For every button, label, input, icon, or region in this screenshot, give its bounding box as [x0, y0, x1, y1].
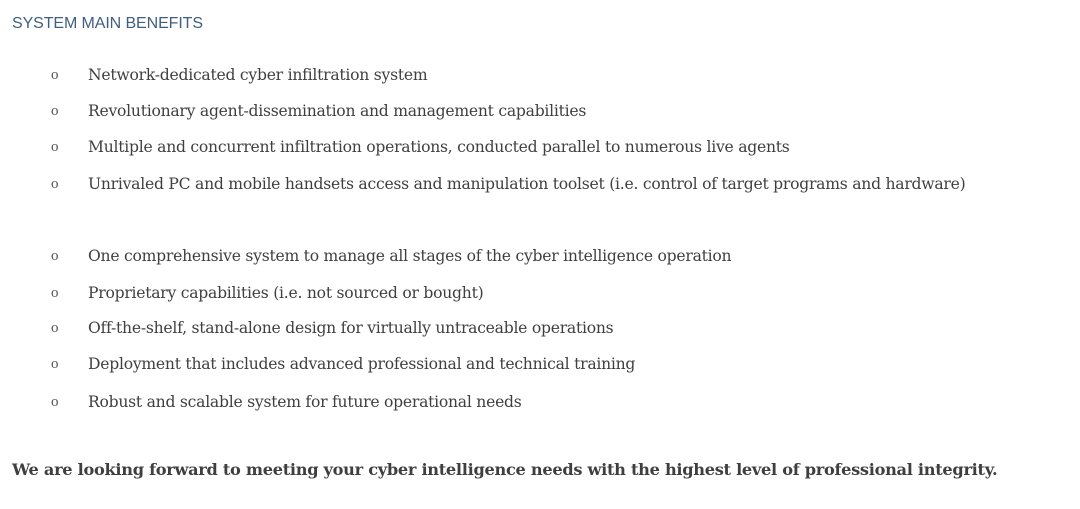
list-item-text: Off-the-shelf, stand-alone design for vi… — [88, 319, 614, 337]
list-item-text: One comprehensive system to manage all s… — [88, 247, 732, 265]
bullet-icon: o — [51, 139, 59, 155]
bullet-icon: o — [51, 103, 59, 119]
bullet-icon: o — [51, 356, 59, 372]
list-item-text: Revolutionary agent-dissemination and ma… — [88, 102, 587, 120]
bullet-icon: o — [51, 320, 59, 336]
list-item-text: Unrivaled PC and mobile handsets access … — [88, 175, 966, 193]
bullet-icon: o — [51, 176, 59, 192]
list-item-text: Deployment that includes advanced profes… — [88, 355, 636, 373]
bullet-icon: o — [51, 394, 59, 410]
bullet-icon: o — [51, 248, 59, 264]
list-item-text: Robust and scalable system for future op… — [88, 393, 522, 411]
list-item-text: Multiple and concurrent infiltration ope… — [88, 138, 790, 156]
list-item-text: Proprietary capabilities (i.e. not sourc… — [88, 284, 484, 302]
bullet-icon: o — [51, 285, 59, 301]
closing-statement: We are looking forward to meeting your c… — [12, 460, 998, 479]
list-item-text: Network-dedicated cyber infiltration sys… — [88, 66, 428, 84]
bullet-icon: o — [51, 67, 59, 83]
section-heading: SYSTEM MAIN BENEFITS — [12, 15, 203, 32]
